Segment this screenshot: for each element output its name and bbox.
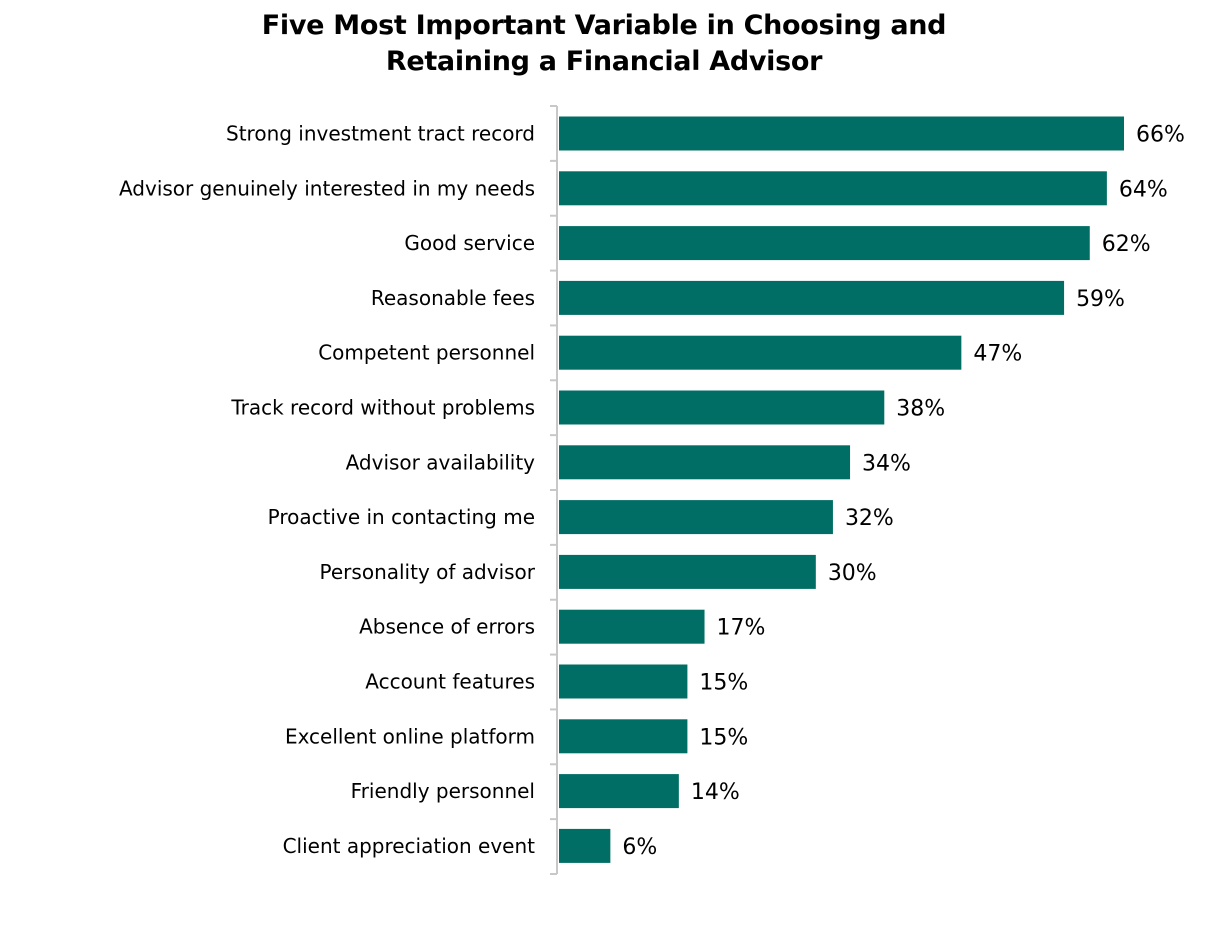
chart-title: Five Most Important Variable in Choosing… <box>0 8 1208 80</box>
category-label: Advisor genuinely interested in my needs <box>119 176 535 200</box>
category-label: Reasonable fees <box>371 286 535 310</box>
category-label: Absence of errors <box>359 615 535 639</box>
value-label: 64% <box>1119 177 1168 202</box>
chart-title-line-2: Retaining a Financial Advisor <box>385 46 823 77</box>
value-label: 14% <box>691 780 740 805</box>
value-label: 15% <box>699 671 748 696</box>
bar <box>559 609 705 644</box>
category-label: Friendly personnel <box>351 779 535 803</box>
value-label: 34% <box>862 451 911 476</box>
value-label: 59% <box>1076 287 1125 312</box>
value-label: 66% <box>1136 123 1185 148</box>
category-label: Good service <box>404 231 535 255</box>
chart-title-line-1: Five Most Important Variable in Choosing… <box>261 10 947 41</box>
bar <box>559 116 1124 151</box>
category-label: Excellent online platform <box>285 724 535 748</box>
bar <box>559 390 885 425</box>
value-label: 62% <box>1102 232 1151 257</box>
bar <box>559 500 833 535</box>
category-label: Advisor availability <box>346 450 536 474</box>
category-labels: Strong investment tract record Advisor ge… <box>119 122 536 858</box>
value-label: 38% <box>896 397 945 422</box>
bar <box>559 774 679 809</box>
category-label: Competent personnel <box>318 341 535 365</box>
value-label: 17% <box>717 616 766 641</box>
bars <box>559 116 1124 863</box>
value-label: 32% <box>845 506 894 531</box>
bar <box>559 445 851 480</box>
bar <box>559 828 611 863</box>
bar <box>559 226 1090 261</box>
bar <box>559 280 1065 315</box>
category-label: Personality of advisor <box>320 560 536 584</box>
bar <box>559 719 688 754</box>
category-label: Client appreciation event <box>283 834 536 858</box>
category-label: Track record without problems <box>230 396 535 420</box>
category-label: Account features <box>365 670 535 694</box>
value-label: 30% <box>828 561 877 586</box>
value-labels: 66% 64% 62% 59% 47% 38% 34% 32% 30% 17% 15% 15% 14% 6… <box>622 123 1185 860</box>
value-label: 15% <box>699 725 748 750</box>
bar <box>559 554 816 589</box>
value-label: 47% <box>973 342 1022 367</box>
category-axis <box>550 105 558 875</box>
category-label: Strong investment tract record <box>226 122 535 146</box>
value-label: 6% <box>622 835 657 860</box>
bar <box>559 171 1107 206</box>
bar <box>559 335 962 370</box>
bar <box>559 664 688 699</box>
category-label: Proactive in contacting me <box>268 505 535 529</box>
